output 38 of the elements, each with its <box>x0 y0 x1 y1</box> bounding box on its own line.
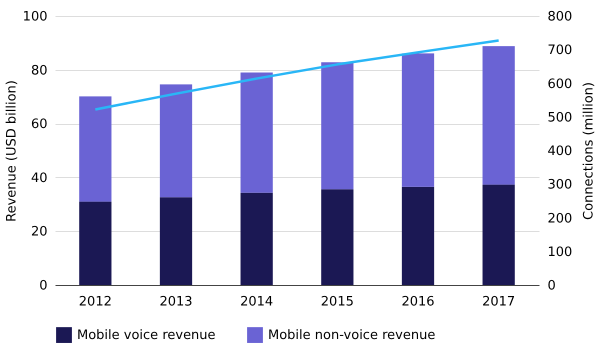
bar <box>482 46 515 185</box>
bar <box>402 186 434 285</box>
bar <box>240 72 273 193</box>
y-axis-title: Revenue (USD billion) <box>4 80 20 222</box>
legend-label: Mobile voice revenue <box>77 328 216 344</box>
legend-label: Mobile non-voice revenue <box>268 328 436 344</box>
y2-tick-label: 0 <box>548 278 556 294</box>
x-tick-label: 2012 <box>78 294 112 310</box>
y2-tick-label: 300 <box>548 178 572 193</box>
y-tick-label: 20 <box>30 224 48 240</box>
y2-axis-title: Connections (million) <box>581 82 596 220</box>
y2-tick-label: 700 <box>548 43 572 58</box>
bar <box>402 53 434 187</box>
x-tick-label: 2013 <box>159 294 193 310</box>
x-tick-label: 2016 <box>401 294 435 310</box>
bar <box>321 62 354 190</box>
y2-tick-label: 500 <box>548 110 572 126</box>
y2-tick-label: 600 <box>548 76 572 92</box>
y2-tick-label: 800 <box>548 10 572 24</box>
bar <box>160 197 192 285</box>
y-tick-label: 100 <box>22 10 48 24</box>
bar <box>240 192 273 285</box>
bar <box>79 202 112 285</box>
y-tick-label: 0 <box>39 278 48 294</box>
bar <box>160 84 192 198</box>
y2-tick-label: 100 <box>548 244 572 260</box>
bar <box>79 96 112 202</box>
x-tick-label: 2017 <box>482 294 516 310</box>
x-tick-label: 2015 <box>320 294 354 310</box>
bar <box>482 184 515 285</box>
line-series <box>94 39 500 111</box>
y-tick-label: 80 <box>30 63 48 78</box>
y2-tick-label: 200 <box>548 211 572 226</box>
x-tick-label: 2014 <box>240 294 274 310</box>
y2-tick-label: 400 <box>548 144 572 159</box>
y-tick-label: 60 <box>30 117 48 132</box>
bar <box>321 189 354 285</box>
y-tick-label: 40 <box>30 170 48 186</box>
